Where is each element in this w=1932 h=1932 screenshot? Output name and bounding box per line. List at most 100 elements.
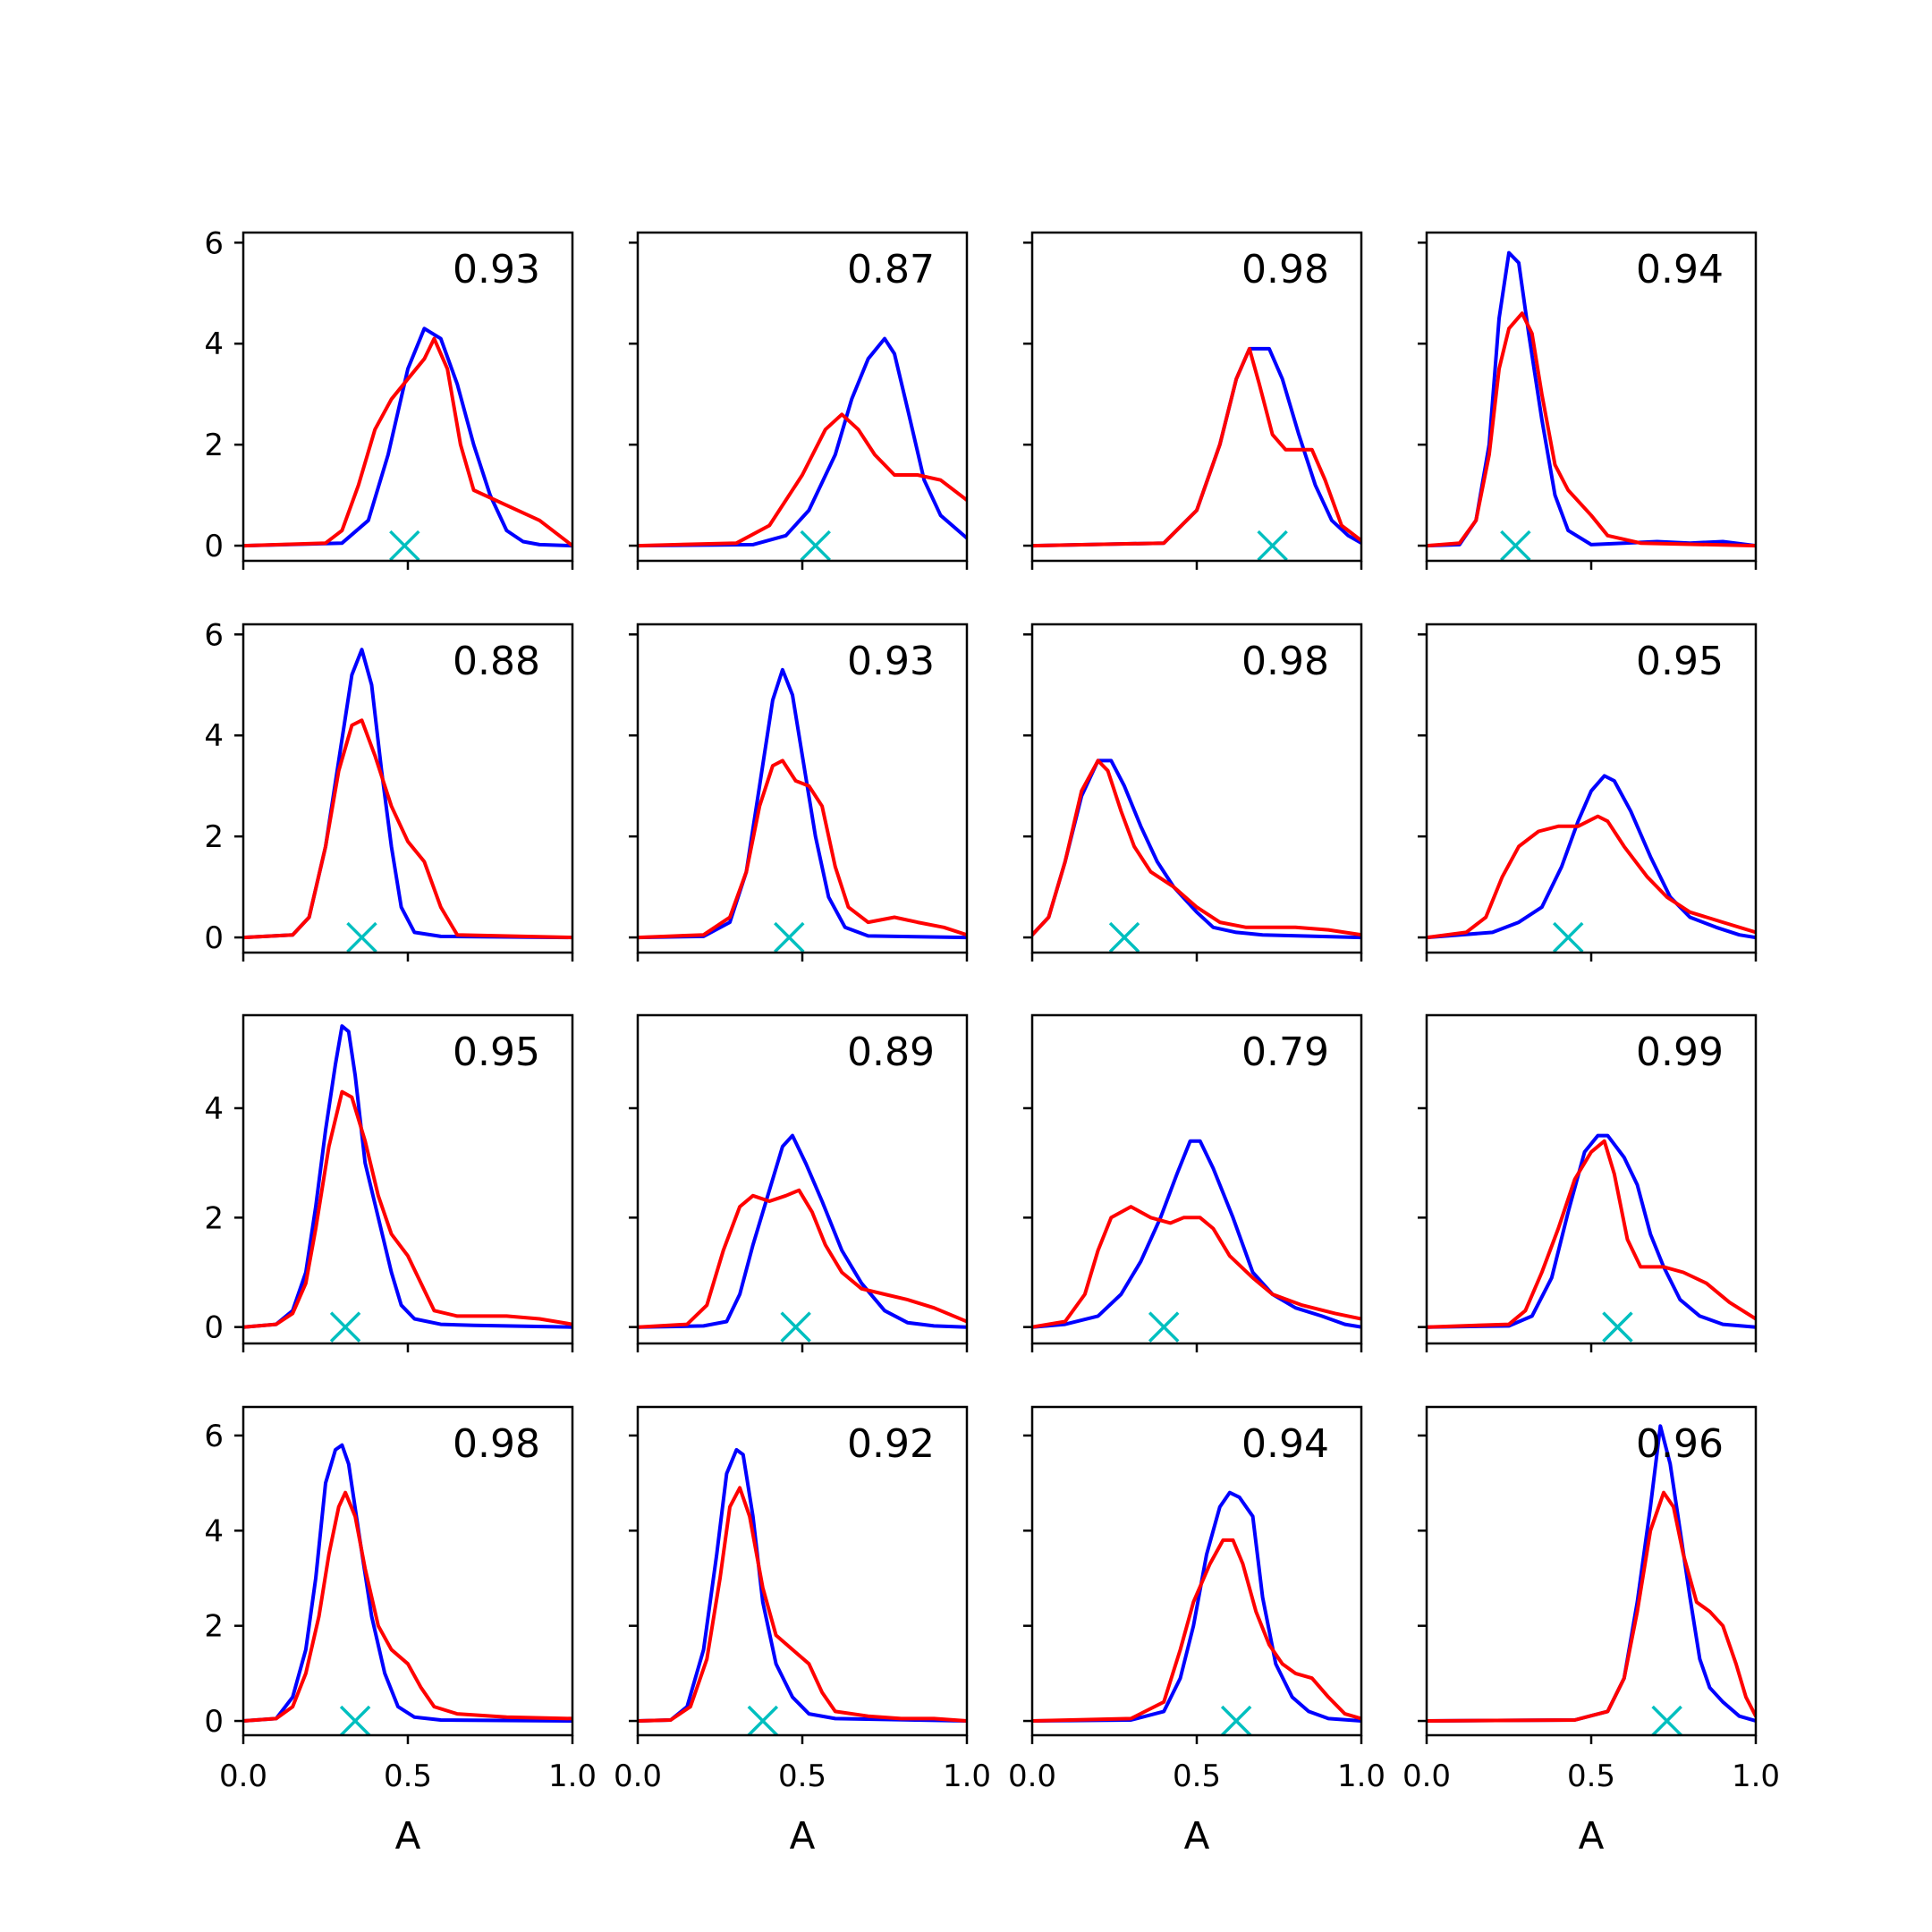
panel-annotation: 0.93	[453, 247, 540, 292]
panel-annotation: 0.98	[1241, 247, 1329, 292]
series-line-blue	[243, 1024, 572, 1329]
cyan-x-marker	[1500, 530, 1531, 562]
series-line-blue	[1427, 1133, 1756, 1329]
panel-annotation: 0.79	[1241, 1030, 1329, 1075]
y-tick-label: 2	[204, 1200, 224, 1236]
subplot-r3-c1: 0 2 4 0.95	[204, 1013, 574, 1352]
panel-annotation: 0.95	[1636, 639, 1724, 684]
panel-annotation: 0.88	[453, 639, 540, 684]
x-tick-label: 1.0	[1732, 1758, 1780, 1794]
subplot-r1-c3: 0.98	[1023, 231, 1363, 570]
series-line-blue	[1032, 346, 1361, 548]
series-line-red	[243, 718, 572, 940]
x-axis-label: A	[1579, 1814, 1605, 1858]
x-tick-label: 0.0	[1008, 1758, 1056, 1794]
x-tick-label: 1.0	[548, 1758, 597, 1794]
panel-annotation: 0.93	[847, 639, 935, 684]
subplot-r2-c2: 0.93	[629, 623, 969, 962]
subplot-r3-c2: 0.89	[629, 1013, 969, 1352]
series-line-red	[1427, 1139, 1756, 1329]
x-tick-label: 0.5	[1173, 1758, 1221, 1794]
panel-annotation: 0.94	[1241, 1421, 1329, 1467]
panel-annotation: 0.92	[847, 1421, 935, 1467]
series-line-blue	[1427, 1424, 1756, 1723]
cyan-x-marker	[800, 530, 831, 562]
subplot-r1-c4: 0.94	[1418, 231, 1758, 570]
cyan-x-marker	[1257, 530, 1288, 562]
series-line-blue	[243, 326, 572, 548]
series-line-red	[243, 1089, 572, 1329]
y-tick-label: 0	[204, 529, 224, 564]
panel-annotation: 0.99	[1636, 1030, 1724, 1075]
series-line-blue	[638, 336, 967, 548]
x-axis-label: A	[790, 1814, 816, 1858]
y-tick-label: 0	[204, 1704, 224, 1740]
x-tick-label: 1.0	[943, 1758, 991, 1794]
cyan-x-marker	[329, 1311, 361, 1343]
y-tick-label: 4	[204, 718, 224, 754]
series-line-red	[243, 336, 572, 548]
series-line-blue	[638, 1133, 967, 1329]
cyan-x-marker	[1651, 1705, 1682, 1737]
subplot-r4-c2: 0.0 0.5 1.0 A 0.92	[614, 1405, 991, 1858]
x-tick-label: 0.5	[1567, 1758, 1615, 1794]
series-line-blue	[243, 648, 572, 940]
cyan-x-marker	[780, 1311, 811, 1343]
cyan-x-marker	[1602, 1311, 1633, 1343]
series-line-red	[638, 412, 967, 548]
series-line-blue	[1032, 758, 1361, 940]
subplot-r4-c4: 0.0 0.5 1.0 A 0.96	[1402, 1405, 1780, 1858]
cyan-x-marker	[774, 921, 805, 953]
y-tick-label: 6	[204, 225, 224, 261]
x-tick-label: 0.0	[219, 1758, 267, 1794]
subplot-r1-c2: 0.87	[629, 231, 969, 570]
series-line-red	[638, 758, 967, 940]
x-tick-label: 0.5	[384, 1758, 432, 1794]
x-tick-label: 0.5	[778, 1758, 826, 1794]
y-tick-label: 4	[204, 326, 224, 362]
series-line-blue	[638, 1447, 967, 1723]
panel-annotation: 0.96	[1636, 1421, 1724, 1467]
panel-annotation: 0.87	[847, 247, 935, 292]
series-line-red	[1032, 1538, 1361, 1723]
y-tick-label: 6	[204, 617, 224, 653]
y-tick-label: 4	[204, 1091, 224, 1127]
panel-grid: 0 2 4 6 0.93 0.87 0.98 0.94 0 2 4 6 0.88 0.93 0.98 0.95…	[204, 225, 1780, 1858]
subplot-r4-c1: 0 2 4 6 0.0 0.5 1.0 A 0.98	[204, 1405, 597, 1858]
cyan-x-marker	[389, 530, 420, 562]
cyan-x-marker	[346, 921, 377, 953]
cyan-x-marker	[339, 1705, 371, 1737]
cyan-x-marker	[1220, 1705, 1252, 1737]
subplot-r1-c1: 0 2 4 6 0.93	[204, 225, 574, 570]
subplot-r2-c3: 0.98	[1023, 623, 1363, 962]
subplot-r2-c1: 0 2 4 6 0.88	[204, 617, 574, 962]
subplot-r3-c4: 0.99	[1418, 1013, 1758, 1352]
cyan-x-marker	[1148, 1311, 1180, 1343]
series-line-red	[1032, 1205, 1361, 1329]
x-tick-label: 1.0	[1337, 1758, 1385, 1794]
series-line-blue	[1032, 1490, 1361, 1723]
series-line-red	[1427, 814, 1756, 940]
series-line-blue	[638, 667, 967, 940]
y-tick-label: 2	[204, 1609, 224, 1645]
cyan-x-marker	[747, 1705, 779, 1737]
series-line-red	[1032, 758, 1361, 937]
x-tick-label: 0.0	[614, 1758, 662, 1794]
y-tick-label: 6	[204, 1419, 224, 1454]
series-line-blue	[243, 1443, 572, 1723]
y-tick-label: 4	[204, 1513, 224, 1549]
panel-annotation: 0.89	[847, 1030, 935, 1075]
cyan-x-marker	[1553, 921, 1584, 953]
y-tick-label: 0	[204, 1310, 224, 1346]
y-tick-label: 2	[204, 428, 224, 463]
series-line-red	[1427, 1490, 1756, 1723]
series-line-blue	[1427, 250, 1756, 548]
series-line-blue	[1032, 1139, 1361, 1329]
x-axis-label: A	[1184, 1814, 1210, 1858]
x-axis-label: A	[395, 1814, 421, 1858]
x-tick-label: 0.0	[1402, 1758, 1451, 1794]
panel-annotation: 0.98	[1241, 639, 1329, 684]
series-line-red	[638, 1486, 967, 1723]
series-line-red	[638, 1188, 967, 1329]
